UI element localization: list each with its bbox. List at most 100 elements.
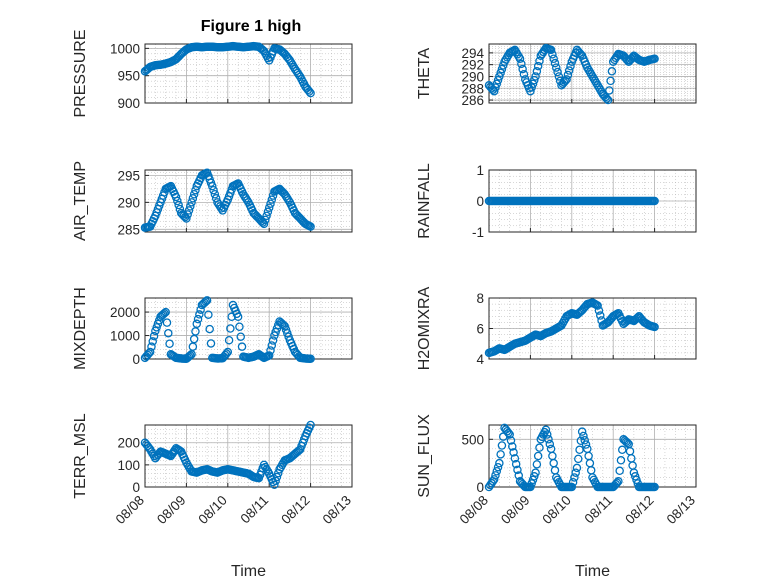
data-point (259, 219, 269, 229)
data-point (650, 482, 659, 492)
data-point (267, 195, 277, 204)
data-point (577, 427, 587, 436)
data-point (279, 320, 288, 330)
data-point (268, 191, 278, 200)
data-point (236, 332, 245, 341)
data-point (603, 95, 613, 105)
axes-background (145, 44, 352, 103)
data-point (267, 341, 277, 350)
y-axis-label: SUN_FLUX (416, 414, 433, 498)
data-point (306, 88, 315, 98)
data-point (268, 336, 278, 345)
data-point (533, 61, 543, 71)
data-point (497, 441, 507, 450)
data-point (519, 69, 529, 79)
data-point (173, 196, 182, 206)
data-point (548, 50, 557, 59)
data-point (242, 196, 252, 205)
data-point (531, 72, 540, 81)
data-point (607, 67, 617, 76)
data-point (526, 482, 535, 492)
y-tick-label: 0 (476, 194, 484, 209)
y-tick-label: 0 (476, 480, 484, 495)
data-point (532, 67, 542, 76)
subplot-mixdepth: 0 1000 2000 MIXDEPTH (72, 287, 353, 370)
data-point (504, 428, 513, 438)
data-point (518, 64, 527, 74)
data-point (508, 442, 517, 451)
data-point (496, 450, 505, 459)
data-point (206, 339, 216, 348)
data-point (305, 87, 314, 96)
data-point (235, 322, 244, 331)
data-point (489, 475, 499, 484)
data-point (531, 468, 540, 477)
data-point (615, 466, 624, 476)
data-point (210, 190, 220, 199)
data-point (233, 312, 243, 322)
data-point (184, 352, 194, 361)
y-tick-label: 950 (117, 69, 140, 84)
data-point (306, 420, 315, 430)
data-point (567, 482, 577, 492)
data-point (632, 475, 641, 485)
data-point (574, 454, 583, 464)
axes-frame (144, 424, 353, 488)
subplot-h2omixra: 4 6 8 H2OMIXRA (416, 286, 697, 370)
y-axis-label: AIR_TEMP (72, 161, 89, 241)
data-point (224, 335, 234, 345)
y-tick-label: 290 (461, 69, 484, 84)
y-tick-label: 4 (476, 352, 484, 367)
data-point (513, 465, 522, 475)
y-tick-label: 6 (476, 322, 484, 337)
data-point (497, 64, 507, 74)
data-point (568, 477, 578, 487)
data-point (616, 456, 626, 465)
data-point (488, 85, 498, 94)
y-tick-label: 900 (117, 96, 140, 111)
data-point (527, 83, 536, 92)
data-point (293, 447, 302, 456)
data-point (650, 322, 659, 332)
axes-frame (488, 43, 697, 104)
y-tick-label: -1 (472, 225, 484, 240)
data-point (204, 310, 213, 319)
data-point (266, 346, 275, 355)
data-point (491, 471, 500, 480)
data-point (205, 324, 214, 334)
data-point (550, 58, 560, 68)
data-point (147, 342, 156, 351)
y-axis-label: THETA (416, 48, 433, 100)
data-point (200, 298, 209, 307)
data-point (201, 297, 211, 306)
data-point (257, 216, 266, 226)
data-point (535, 443, 544, 452)
y-tick-label: 0 (132, 480, 140, 495)
data-point (593, 301, 602, 310)
data-point (149, 331, 159, 341)
data-point (264, 203, 274, 212)
data-point (495, 72, 504, 81)
data-point (272, 472, 282, 482)
data-point (515, 54, 525, 64)
y-tick-label: 288 (461, 81, 484, 96)
y-tick-label: 1000 (110, 329, 140, 344)
y-tick-label: 285 (117, 222, 140, 237)
data-point (572, 463, 582, 473)
data-point (614, 477, 623, 486)
data-point (549, 54, 558, 64)
data-point (530, 472, 539, 481)
data-point (192, 319, 201, 329)
data-point (294, 70, 304, 80)
data-point (164, 328, 173, 338)
data-point (527, 479, 536, 488)
data-point (179, 211, 189, 221)
data-point (284, 196, 293, 205)
data-point (277, 319, 287, 329)
data-point (195, 310, 204, 319)
data-point (186, 351, 195, 360)
data-point (630, 472, 640, 481)
